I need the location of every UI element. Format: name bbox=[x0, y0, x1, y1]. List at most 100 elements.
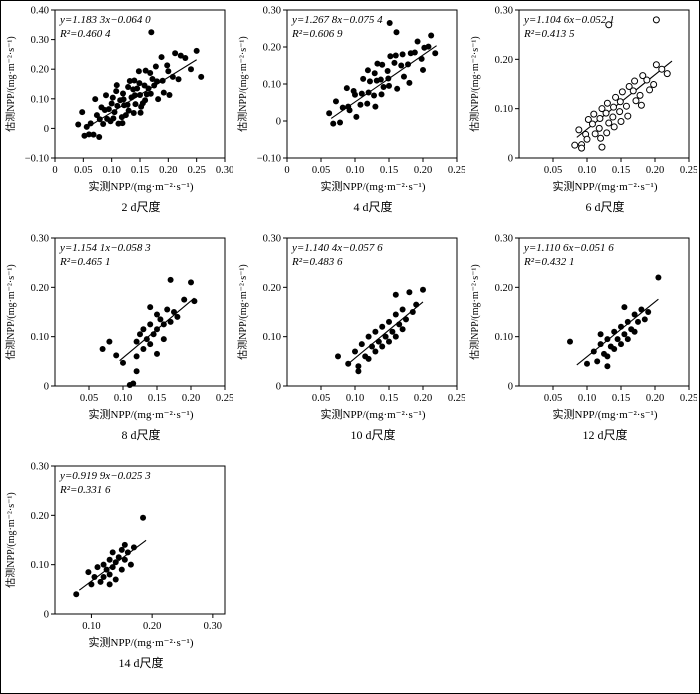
data-point bbox=[109, 564, 116, 571]
points-group bbox=[335, 286, 426, 375]
data-point bbox=[597, 341, 604, 348]
data-point bbox=[384, 68, 391, 75]
data-point bbox=[150, 331, 157, 338]
data-point bbox=[142, 67, 149, 74]
data-point bbox=[112, 576, 119, 583]
panel-caption: 12 d尺度 bbox=[582, 428, 628, 442]
data-point bbox=[152, 63, 159, 70]
data-point bbox=[392, 291, 399, 298]
data-point bbox=[106, 556, 113, 563]
x-tick-label: 0.15 bbox=[612, 393, 630, 404]
data-point bbox=[399, 51, 406, 58]
data-point bbox=[386, 19, 393, 26]
data-point bbox=[610, 123, 618, 131]
data-point bbox=[136, 80, 143, 87]
panel-4d: 0 0.05 0.10 0.15 0.20 0.25 −0.10 0 0.10 0.20 0.30 y… bbox=[235, 3, 467, 231]
panel-caption: 4 d尺度 bbox=[353, 200, 393, 214]
data-point bbox=[97, 578, 104, 585]
x-axis-label: 实测NPP/(mg·m⁻²·s⁻¹) bbox=[320, 181, 426, 193]
data-point bbox=[386, 338, 392, 345]
data-point bbox=[121, 556, 128, 563]
data-point bbox=[103, 92, 109, 99]
y-tick-label: 0 bbox=[508, 154, 513, 165]
y-tick-label: 0 bbox=[44, 124, 49, 135]
r-squared-label: R²=0.460 4 bbox=[59, 28, 111, 40]
chart-2d: 0 0.05 0.10 0.15 0.20 0.25 0.30 −0.10 0 0.10 0.20 0… bbox=[3, 3, 234, 181]
data-point bbox=[389, 328, 396, 335]
data-point bbox=[652, 16, 660, 24]
data-point bbox=[352, 348, 358, 355]
data-point bbox=[118, 546, 125, 553]
y-axis-ticks: −0.10 0 0.10 0.20 0.30 bbox=[257, 6, 287, 165]
data-point bbox=[636, 91, 644, 99]
x-tick-label: 0.20 bbox=[159, 165, 177, 176]
data-point bbox=[392, 52, 399, 59]
data-point bbox=[90, 131, 97, 138]
x-tick-label: 0.05 bbox=[312, 393, 330, 404]
data-point bbox=[631, 77, 639, 85]
data-point bbox=[399, 306, 406, 313]
data-point bbox=[590, 348, 597, 355]
x-tick-label: 0.30 bbox=[216, 165, 233, 176]
data-point bbox=[159, 77, 166, 84]
data-point bbox=[360, 75, 367, 82]
x-tick-label: 0.05 bbox=[74, 165, 92, 176]
data-point bbox=[432, 50, 439, 57]
data-point bbox=[171, 309, 177, 315]
data-point bbox=[109, 549, 116, 556]
data-point bbox=[375, 338, 382, 345]
plot-frame bbox=[54, 237, 226, 387]
y-tick-label: 0.30 bbox=[31, 35, 49, 46]
y-tick-label: 0.10 bbox=[263, 80, 281, 91]
data-point bbox=[147, 70, 154, 77]
panel-8d: 0.05 0.10 0.15 0.20 0.25 0 0.10 0.20 0.30 y=1.154… bbox=[3, 231, 235, 459]
data-point bbox=[393, 29, 400, 36]
data-point bbox=[637, 101, 645, 109]
x-tick-label: 0.10 bbox=[114, 393, 132, 404]
data-point bbox=[332, 98, 339, 105]
data-point bbox=[87, 120, 94, 127]
data-point bbox=[121, 541, 128, 548]
data-point bbox=[164, 306, 171, 313]
data-point bbox=[584, 360, 590, 367]
chart-8d: 0.05 0.10 0.15 0.20 0.25 0 0.10 0.20 0.30 y=1.154… bbox=[3, 231, 234, 409]
chart-6d: 0.05 0.10 0.15 0.20 0.25 0 0.10 0.20 0.30 y=1.104… bbox=[467, 3, 698, 181]
x-tick-label: 0.20 bbox=[646, 393, 664, 404]
data-point bbox=[588, 120, 596, 128]
data-point bbox=[621, 304, 628, 311]
data-point bbox=[611, 346, 618, 352]
equation-label: y=1.154 1x−0.058 3 bbox=[59, 242, 151, 254]
x-axis-label: 实测NPP/(mg·m⁻²·s⁻¹) bbox=[320, 409, 426, 421]
data-point bbox=[624, 112, 632, 120]
data-point bbox=[374, 60, 381, 67]
data-point bbox=[91, 574, 98, 580]
data-point bbox=[188, 66, 194, 73]
data-point bbox=[137, 331, 143, 338]
y-tick-label: 0.10 bbox=[263, 332, 281, 343]
equation-label: y=0.919 9x−0.025 3 bbox=[59, 470, 151, 482]
data-point bbox=[140, 326, 147, 333]
data-point bbox=[94, 564, 101, 571]
data-point bbox=[652, 61, 660, 69]
points-group bbox=[571, 16, 671, 152]
scatter-plot-svg: 0.05 0.10 0.15 0.20 0.25 0 0.10 0.20 0.30 y=1.110… bbox=[468, 234, 698, 405]
x-tick-label: 0.05 bbox=[544, 165, 562, 176]
x-tick-label: 0.25 bbox=[448, 393, 465, 404]
scatter-plot-svg: 0.05 0.10 0.15 0.20 0.25 0 0.10 0.20 0.30 y=1.104… bbox=[468, 6, 698, 177]
x-axis-ticks: 0 0.05 0.10 0.15 0.20 0.25 bbox=[284, 158, 466, 176]
chart-10d: 0.05 0.10 0.15 0.20 0.25 0 0.10 0.20 0.30 y=1.140… bbox=[235, 231, 466, 409]
y-axis-label: 估测NPP/(mg·m⁻²·s⁻¹) bbox=[468, 264, 481, 359]
data-point bbox=[81, 132, 88, 139]
data-point bbox=[133, 353, 140, 360]
data-point bbox=[604, 363, 611, 370]
data-point bbox=[133, 368, 140, 375]
x-axis-label: 实测NPP/(mg·m⁻²·s⁻¹) bbox=[88, 637, 194, 649]
data-point bbox=[399, 326, 406, 333]
data-point bbox=[131, 77, 138, 84]
data-point bbox=[639, 72, 647, 80]
data-point bbox=[425, 43, 432, 50]
data-point bbox=[137, 109, 144, 116]
chart-4d: 0 0.05 0.10 0.15 0.20 0.25 −0.10 0 0.10 0.20 0.30 y… bbox=[235, 3, 466, 181]
x-axis-ticks: 0.05 0.10 0.15 0.20 0.25 bbox=[80, 386, 234, 404]
data-point bbox=[149, 75, 156, 82]
